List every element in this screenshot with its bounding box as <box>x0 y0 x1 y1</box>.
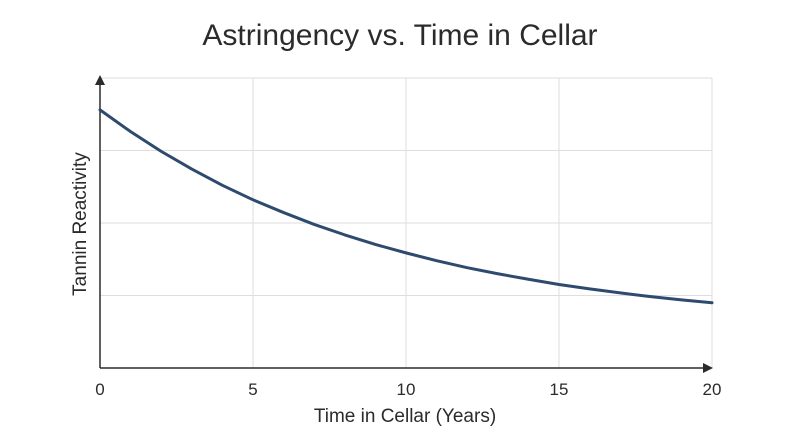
y-axis-arrow-icon <box>95 75 105 85</box>
axes <box>95 75 713 373</box>
series-line <box>98 108 714 305</box>
x-tick-label: 15 <box>550 380 569 399</box>
tick-labels: 0 5 10 15 20 <box>95 380 721 399</box>
grid <box>99 77 713 368</box>
y-axis-label: Tannin Reactivity <box>70 152 91 296</box>
x-axis-label: Time in Cellar (Years) <box>314 406 496 427</box>
x-tick-label: 0 <box>95 380 104 399</box>
x-tick-label: 10 <box>397 380 416 399</box>
x-tick-label: 5 <box>248 380 257 399</box>
chart-title: Astringency vs. Time in Cellar <box>202 19 597 52</box>
x-tick-label: 20 <box>703 380 722 399</box>
x-axis-arrow-icon <box>703 363 713 373</box>
series-layer <box>98 108 714 305</box>
